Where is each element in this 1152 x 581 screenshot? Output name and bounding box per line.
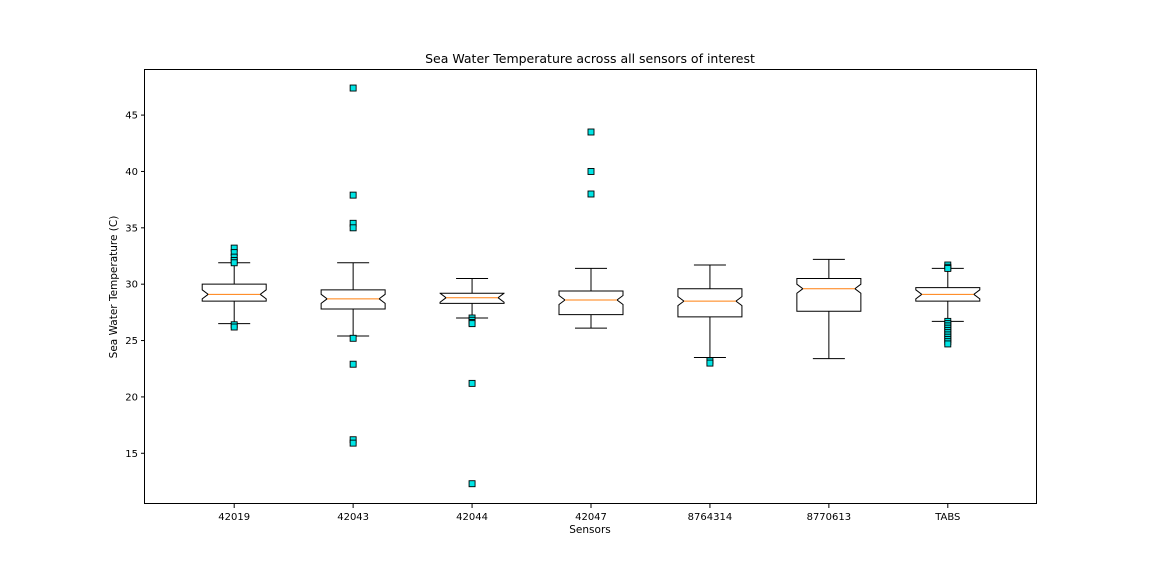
x-tick-label: 42044 [456,512,488,523]
x-axis-label: Sensors [569,524,610,536]
x-tick-label: 8770613 [807,512,852,523]
outlier-point [349,360,357,368]
outlier-point [468,379,476,387]
x-tick-label: TABS [934,512,960,523]
box-body [677,288,743,318]
axes-frame [144,69,1037,504]
box-group-8770613 [796,258,862,360]
box-body [558,290,624,316]
y-tick-label: 25 [125,336,138,347]
x-tick-label: 42019 [218,512,250,523]
y-tick-label: 15 [125,449,138,460]
outlier-point [230,259,238,267]
outlier-point [587,168,595,175]
x-tick-label: 8764314 [688,512,733,523]
y-tick-label: 45 [125,111,138,122]
outlier-point [706,359,714,367]
outlier-point [944,340,952,348]
outlier-point [349,191,357,199]
outlier-point [349,84,357,92]
outlier-point [468,320,476,328]
box-group-8764314 [677,264,743,367]
outlier-point [468,480,476,488]
y-axis-label: Sea Water Temperature (C) [108,216,120,359]
outlier-point [349,334,357,342]
y-tick-label: 35 [125,223,138,234]
y-tick-label: 20 [125,392,138,403]
box-group-TABS [915,261,981,348]
outlier-point [349,439,357,447]
box-group-42019 [201,244,267,331]
box-body [796,278,862,312]
outlier-point [944,264,952,272]
box-body [320,289,386,310]
x-tick-label: 42043 [337,512,369,523]
plot-area [201,84,981,488]
y-tick-label: 40 [125,167,138,178]
y-tick-label: 30 [125,280,138,291]
outlier-point [587,128,595,136]
box-body [201,283,267,302]
box-group-42047 [558,128,624,329]
box-group-42043 [320,84,386,447]
outlier-point [230,323,238,331]
outlier-point [349,224,357,232]
chart-title: Sea Water Temperature across all sensors… [425,51,755,66]
box-body [439,292,505,304]
x-tick-label: 42047 [575,512,607,523]
outlier-point [587,190,595,198]
box-group-42044 [439,278,505,488]
